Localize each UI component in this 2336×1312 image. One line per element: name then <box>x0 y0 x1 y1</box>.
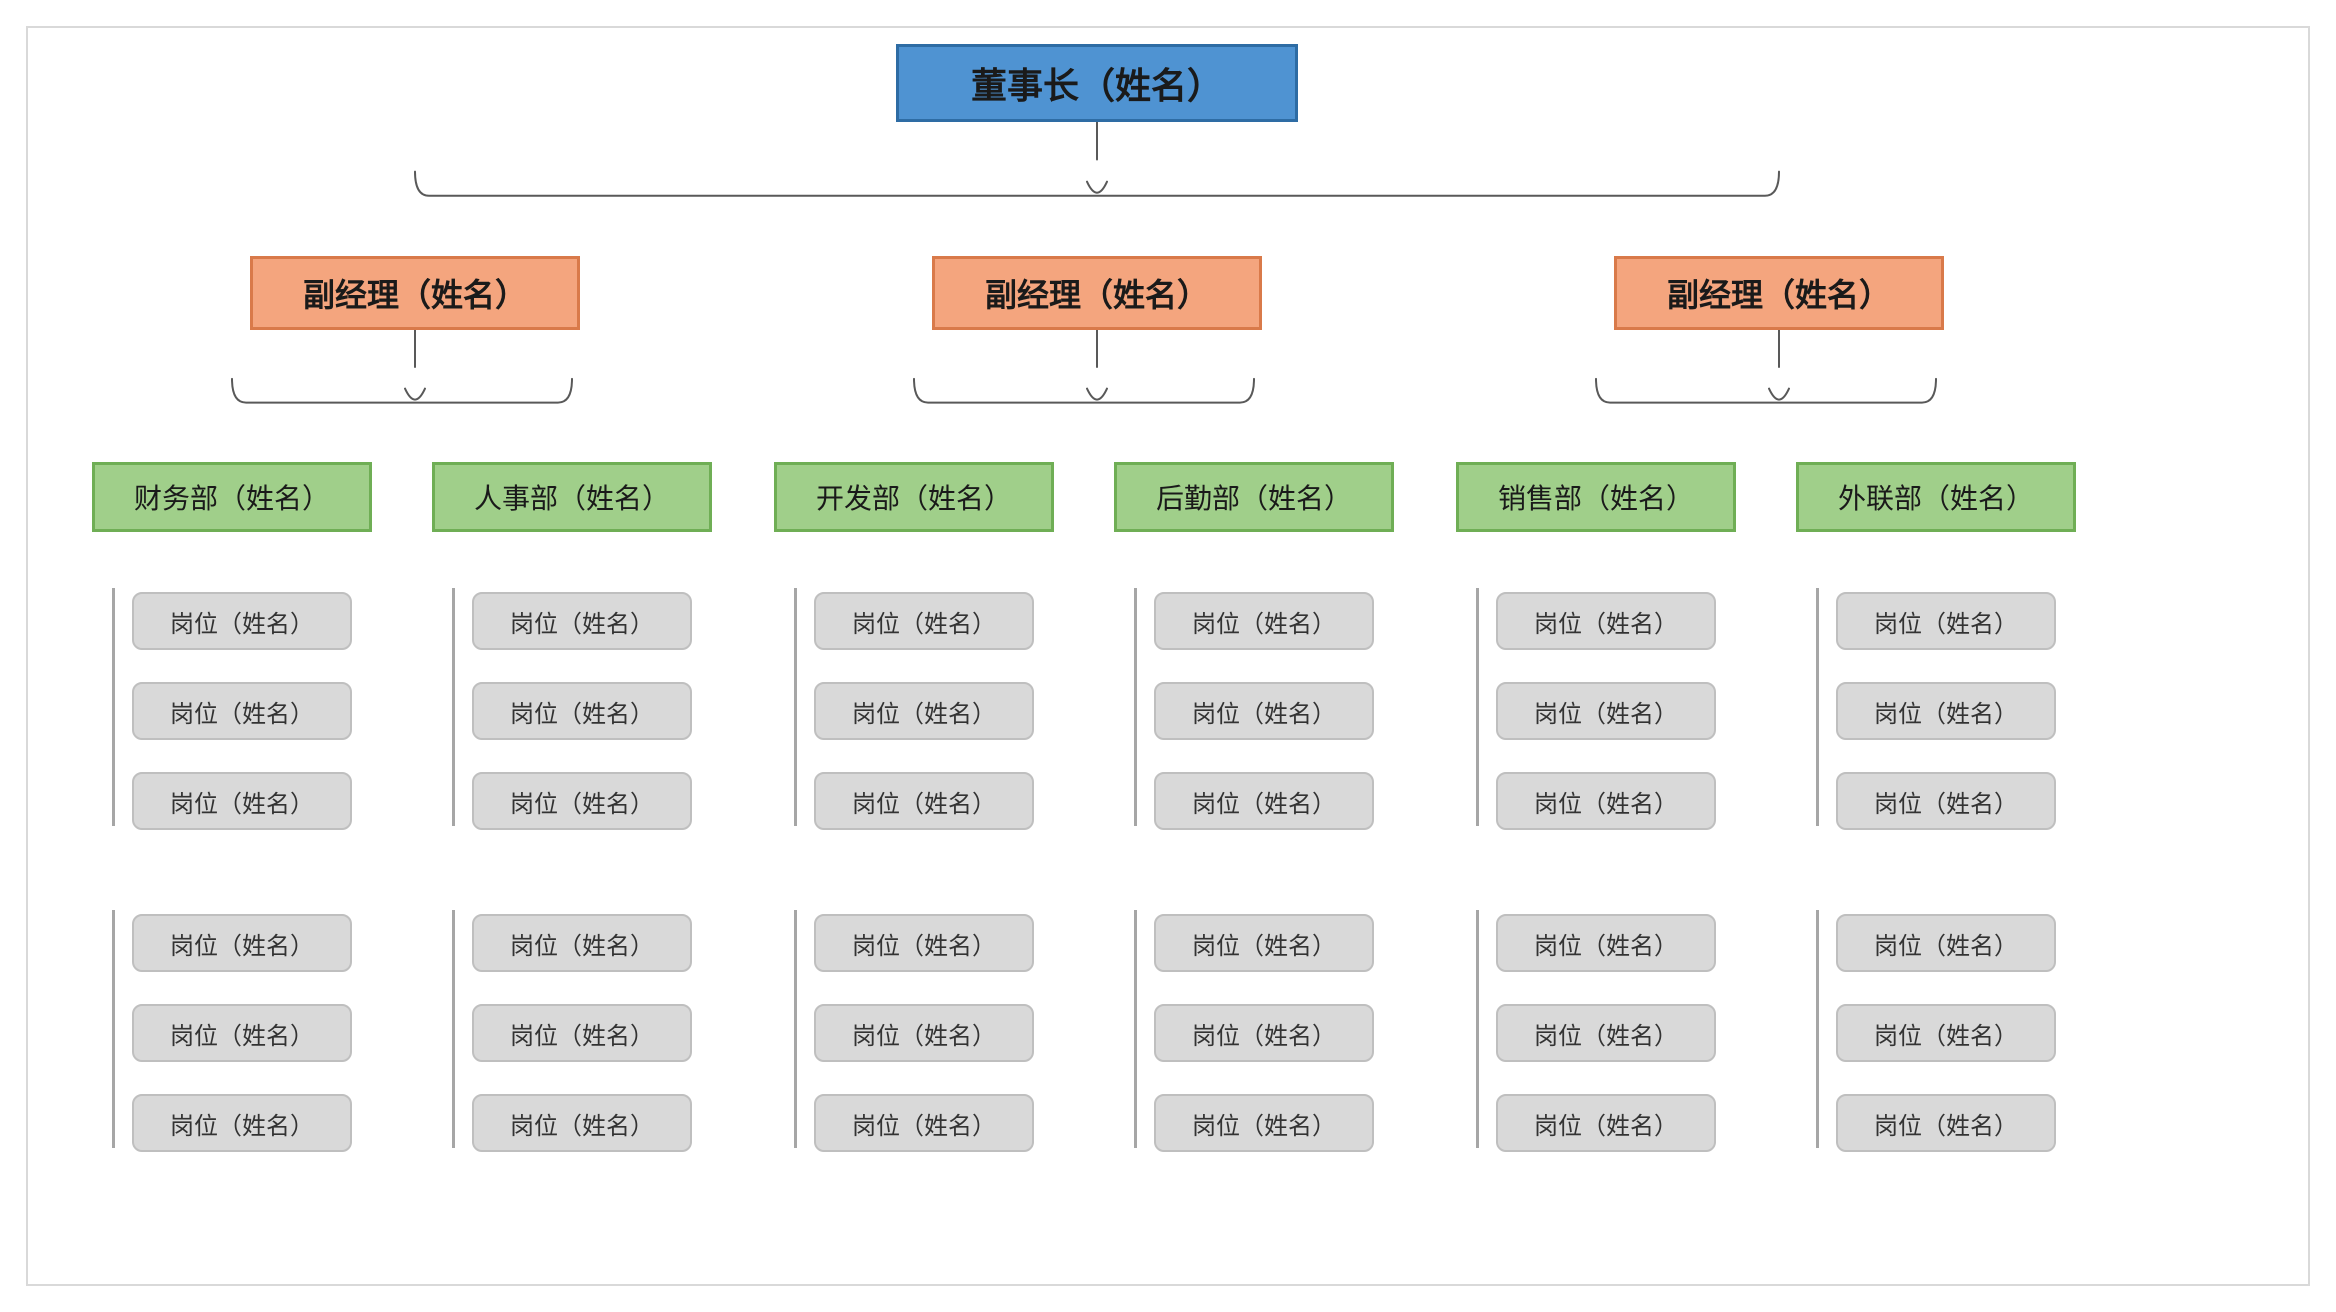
position-box-d1-g2-r2: 岗位（姓名） <box>132 1004 352 1062</box>
position-box-d4-g1-r2: 岗位（姓名） <box>1154 682 1374 740</box>
position-box-d2-g1-r3: 岗位（姓名） <box>472 772 692 830</box>
position-box-d4-g1-r3: 岗位（姓名） <box>1154 772 1374 830</box>
position-box-d6-g2-r2: 岗位（姓名） <box>1836 1004 2056 1062</box>
position-box-d6-g1-r2: 岗位（姓名） <box>1836 682 2056 740</box>
position-box-d3-g2-r2: 岗位（姓名） <box>814 1004 1034 1062</box>
position-box-d5-g1-r3: 岗位（姓名） <box>1496 772 1716 830</box>
position-box-d5-g2-r3: 岗位（姓名） <box>1496 1094 1716 1152</box>
position-group-bar-d1-g2 <box>112 910 115 1148</box>
position-box-d4-g2-r3: 岗位（姓名） <box>1154 1094 1374 1152</box>
position-group-bar-d6-g2 <box>1816 910 1819 1148</box>
position-box-d3-g2-r1: 岗位（姓名） <box>814 914 1034 972</box>
position-box-d6-g2-r3: 岗位（姓名） <box>1836 1094 2056 1152</box>
vp-box-2: 副经理（姓名） <box>932 256 1262 330</box>
position-box-d1-g1-r2: 岗位（姓名） <box>132 682 352 740</box>
chairman-box: 董事长（姓名） <box>896 44 1298 122</box>
position-box-d3-g1-r2: 岗位（姓名） <box>814 682 1034 740</box>
position-box-d6-g2-r1: 岗位（姓名） <box>1836 914 2056 972</box>
position-box-d2-g1-r2: 岗位（姓名） <box>472 682 692 740</box>
position-group-bar-d5-g2 <box>1476 910 1479 1148</box>
position-group-bar-d1-g1 <box>112 588 115 826</box>
dept-box-3: 开发部（姓名） <box>774 462 1054 532</box>
position-box-d1-g1-r3: 岗位（姓名） <box>132 772 352 830</box>
vp-box-3: 副经理（姓名） <box>1614 256 1944 330</box>
position-box-d3-g1-r3: 岗位（姓名） <box>814 772 1034 830</box>
position-box-d3-g1-r1: 岗位（姓名） <box>814 592 1034 650</box>
position-box-d5-g1-r1: 岗位（姓名） <box>1496 592 1716 650</box>
position-group-bar-d2-g2 <box>452 910 455 1148</box>
position-group-bar-d2-g1 <box>452 588 455 826</box>
position-group-bar-d4-g1 <box>1134 588 1137 826</box>
dept-box-6: 外联部（姓名） <box>1796 462 2076 532</box>
dept-box-4: 后勤部（姓名） <box>1114 462 1394 532</box>
position-group-bar-d3-g2 <box>794 910 797 1148</box>
dept-box-2: 人事部（姓名） <box>432 462 712 532</box>
position-group-bar-d6-g1 <box>1816 588 1819 826</box>
position-group-bar-d4-g2 <box>1134 910 1137 1148</box>
position-box-d1-g2-r3: 岗位（姓名） <box>132 1094 352 1152</box>
vp-box-1: 副经理（姓名） <box>250 256 580 330</box>
position-box-d6-g1-r3: 岗位（姓名） <box>1836 772 2056 830</box>
position-box-d1-g2-r1: 岗位（姓名） <box>132 914 352 972</box>
position-box-d4-g2-r1: 岗位（姓名） <box>1154 914 1374 972</box>
position-box-d4-g1-r1: 岗位（姓名） <box>1154 592 1374 650</box>
dept-box-5: 销售部（姓名） <box>1456 462 1736 532</box>
position-group-bar-d3-g1 <box>794 588 797 826</box>
dept-box-1: 财务部（姓名） <box>92 462 372 532</box>
position-box-d5-g2-r2: 岗位（姓名） <box>1496 1004 1716 1062</box>
position-box-d3-g2-r3: 岗位（姓名） <box>814 1094 1034 1152</box>
position-box-d2-g2-r3: 岗位（姓名） <box>472 1094 692 1152</box>
position-box-d2-g2-r1: 岗位（姓名） <box>472 914 692 972</box>
position-box-d5-g2-r1: 岗位（姓名） <box>1496 914 1716 972</box>
org-chart-canvas: 董事长（姓名） 副经理（姓名） 副经理（姓名） 副经理（姓名） 财务部（姓名） 人事部（姓… <box>0 0 2336 1312</box>
position-box-d5-g1-r2: 岗位（姓名） <box>1496 682 1716 740</box>
position-box-d1-g1-r1: 岗位（姓名） <box>132 592 352 650</box>
position-box-d2-g2-r2: 岗位（姓名） <box>472 1004 692 1062</box>
position-box-d4-g2-r2: 岗位（姓名） <box>1154 1004 1374 1062</box>
position-group-bar-d5-g1 <box>1476 588 1479 826</box>
position-box-d2-g1-r1: 岗位（姓名） <box>472 592 692 650</box>
position-box-d6-g1-r1: 岗位（姓名） <box>1836 592 2056 650</box>
